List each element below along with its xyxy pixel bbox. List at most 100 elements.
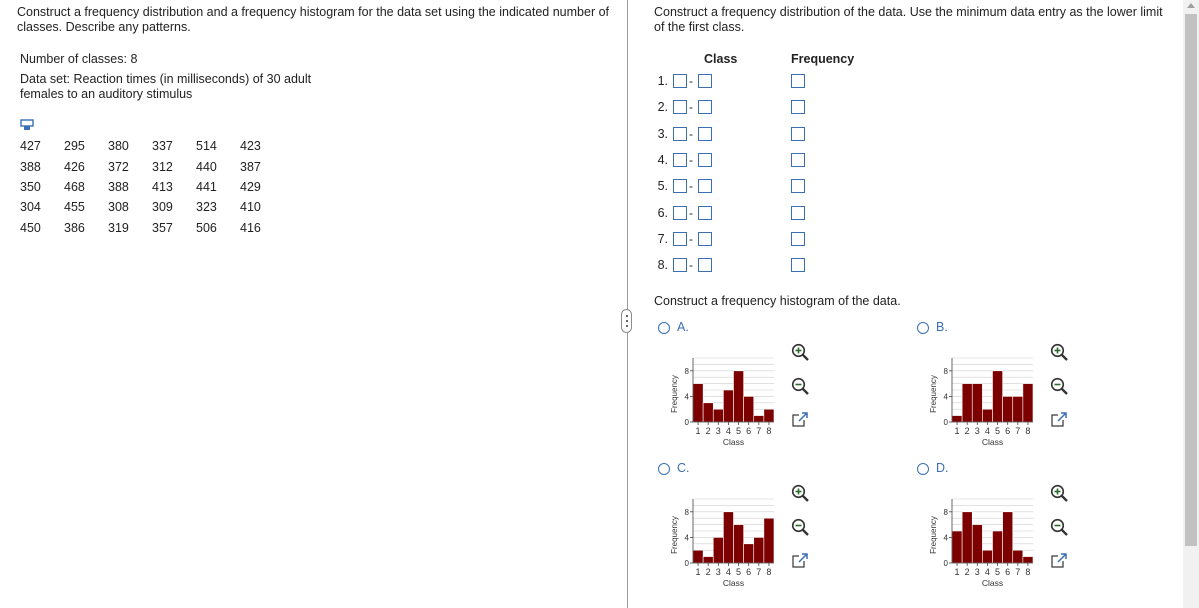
frequency-column-header: Frequency (791, 52, 855, 66)
data-cell: 440 (196, 159, 217, 174)
y-tick-label: 4 (685, 533, 690, 542)
option-label: B. (936, 320, 948, 334)
zoom-out-icon[interactable] (1049, 517, 1069, 537)
option-label: D. (936, 461, 949, 475)
class-upper-limit-input[interactable] (698, 205, 712, 220)
option-radio-d[interactable] (917, 463, 929, 475)
histogram-bar (961, 511, 973, 564)
data-row: 304 455 308 309 323 410 (20, 197, 270, 217)
y-tick-label: 0 (685, 559, 690, 568)
class-dash: - (689, 179, 693, 194)
open-new-window-icon[interactable] (1049, 551, 1069, 571)
class-upper-limit-input[interactable] (698, 74, 712, 88)
frequency-input[interactable] (791, 205, 805, 220)
data-cell: 514 (196, 139, 217, 154)
histogram-bar (992, 370, 1003, 423)
histogram-bar (753, 415, 765, 423)
data-row: 450 386 319 357 506 416 (20, 218, 270, 238)
class-row-number: 6. (657, 205, 668, 220)
class-lower-limit-input[interactable] (673, 152, 687, 167)
x-tick-label: 4 (726, 567, 731, 577)
panel-divider (627, 0, 628, 608)
histogram-bar (702, 402, 714, 423)
x-tick-label: 2 (706, 567, 711, 577)
histogram-prompt: Construct a frequency histogram of the d… (654, 294, 901, 308)
x-axis-label: Class (723, 578, 744, 588)
option-label: A. (677, 320, 689, 334)
histogram-bar (1012, 549, 1024, 564)
frequency-input[interactable] (791, 258, 805, 273)
class-row-number: 1. (657, 74, 668, 88)
left-panel: Construct a frequency distribution and a… (17, 5, 609, 238)
data-cell: 441 (196, 179, 217, 194)
x-axis-label: Class (982, 578, 1003, 588)
frequency-input[interactable] (791, 126, 805, 141)
zoom-in-icon[interactable] (1049, 342, 1069, 362)
frequency-input[interactable] (791, 152, 805, 167)
class-upper-limit-input[interactable] (698, 179, 712, 194)
scrollbar-thumb[interactable] (1185, 14, 1197, 546)
frequency-input[interactable] (791, 179, 805, 194)
open-new-window-icon[interactable] (790, 551, 810, 571)
histogram-bar (723, 389, 734, 423)
x-tick-label: 6 (746, 426, 751, 436)
class-upper-limit-input[interactable] (698, 100, 712, 115)
vertical-scrollbar[interactable] (1183, 0, 1199, 608)
data-cell: 423 (240, 139, 261, 154)
class-upper-limit-input[interactable] (698, 231, 712, 246)
class-lower-limit-input[interactable] (673, 258, 687, 273)
data-table: 427 295 380 337 514 423 388 426 372 312 440 387 350 4… (20, 136, 270, 238)
class-dash: - (689, 205, 693, 220)
zoom-in-icon[interactable] (790, 342, 810, 362)
x-tick-label: 7 (756, 426, 761, 436)
resize-handle[interactable] (621, 309, 632, 333)
class-lower-limit-input[interactable] (673, 74, 687, 88)
open-new-window-icon[interactable] (1049, 410, 1069, 430)
x-tick-label: 4 (985, 567, 990, 577)
histogram-bar (702, 556, 714, 564)
class-row-number: 2. (657, 100, 668, 115)
option-radio-b[interactable] (917, 322, 929, 334)
class-lower-limit-input[interactable] (673, 205, 687, 220)
frequency-input[interactable] (791, 74, 805, 88)
option-radio-c[interactable] (658, 463, 670, 475)
x-tick-label: 5 (736, 567, 741, 577)
class-upper-limit-input[interactable] (698, 152, 712, 167)
data-cell: 427 (20, 139, 41, 154)
data-cell: 308 (108, 200, 129, 215)
y-tick-label: 8 (944, 367, 949, 376)
zoom-out-icon[interactable] (790, 376, 810, 396)
class-lower-limit-input[interactable] (673, 126, 687, 141)
open-new-window-icon[interactable] (790, 410, 810, 430)
class-lower-limit-input[interactable] (673, 231, 687, 246)
frequency-input[interactable] (791, 231, 805, 246)
zoom-out-icon[interactable] (1049, 376, 1069, 396)
frequency-input[interactable] (791, 100, 805, 115)
copy-data-icon[interactable] (20, 119, 34, 131)
histogram-bar (971, 383, 983, 423)
class-row-number: 8. (657, 258, 668, 273)
zoom-in-icon[interactable] (1049, 483, 1069, 503)
histogram-bar (733, 524, 744, 564)
x-tick-label: 1 (955, 567, 960, 577)
class-dash: - (689, 258, 693, 273)
class-upper-limit-input[interactable] (698, 258, 712, 273)
scroll-up-icon[interactable] (1187, 3, 1195, 8)
x-tick-label: 7 (1015, 426, 1020, 436)
data-cell: 319 (108, 220, 129, 235)
class-upper-limit-input[interactable] (698, 126, 712, 141)
option-radio-a[interactable] (658, 322, 670, 334)
data-cell: 450 (20, 220, 41, 235)
histogram-bar (692, 549, 704, 564)
zoom-out-icon[interactable] (790, 517, 810, 537)
histogram-bar (1012, 396, 1024, 423)
zoom-in-icon[interactable] (790, 483, 810, 503)
class-lower-limit-input[interactable] (673, 179, 687, 194)
histogram-bar (951, 415, 963, 423)
class-column-header: Class (704, 52, 738, 66)
histogram-bar (753, 537, 765, 564)
class-lower-limit-input[interactable] (673, 100, 687, 115)
data-cell: 380 (108, 139, 129, 154)
class-dash: - (689, 152, 693, 167)
